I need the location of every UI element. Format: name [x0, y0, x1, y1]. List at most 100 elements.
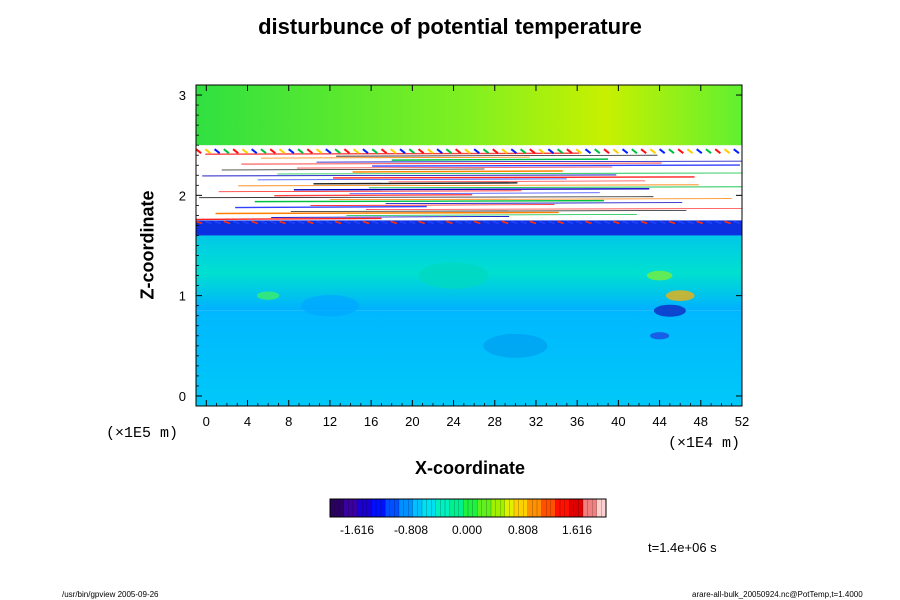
field-fringe: [631, 148, 638, 155]
field-fringe: [714, 148, 721, 155]
field-fringe: [417, 148, 425, 155]
field-fringe: [659, 220, 667, 225]
colorbar-cell: [550, 499, 556, 517]
field-fringe: [482, 148, 490, 155]
field-fringe: [232, 220, 240, 225]
field-fringe: [251, 220, 259, 225]
colorbar-cell: [366, 499, 372, 517]
field-fringe: [696, 148, 703, 155]
field-fringe: [743, 149, 748, 153]
colorbar-cell: [477, 499, 483, 517]
field-streak: [372, 164, 740, 167]
field-fringe: [325, 220, 333, 225]
field-fringe: [418, 220, 425, 225]
colorbar-cell: [380, 499, 386, 517]
field-fringe: [733, 220, 741, 225]
colorbar-cell: [564, 499, 570, 517]
field-streak: [254, 199, 604, 203]
x-tick-label: 4: [244, 414, 251, 429]
x-tick-label: 44: [652, 414, 666, 429]
field-streak: [235, 205, 427, 209]
colorbar-cell: [596, 499, 602, 517]
field-streak: [260, 156, 530, 159]
field-fringe: [427, 220, 435, 225]
field-fringe: [408, 148, 416, 155]
field-fringe: [344, 220, 351, 225]
field-fringe: [390, 148, 397, 155]
field-fringe: [510, 220, 518, 225]
field-fringe: [640, 220, 648, 225]
field-streak: [205, 152, 580, 155]
colorbar-cell: [481, 499, 487, 517]
colorbar-cell: [458, 499, 464, 517]
field-fringe: [213, 148, 221, 155]
colorbar-cell: [495, 499, 501, 517]
field-fringe: [316, 220, 323, 225]
colorbar-cell: [500, 499, 506, 517]
colorbar-cell: [449, 499, 455, 517]
colorbar-cell: [463, 499, 469, 517]
field-fringe: [278, 148, 286, 155]
colorbar-cell: [504, 499, 510, 517]
colorbar-tick-label: 0.000: [452, 523, 482, 537]
colorbar-cell: [353, 499, 358, 517]
field-blob: [256, 291, 280, 300]
field-fringe: [538, 148, 545, 155]
field-streak: [199, 196, 654, 199]
field-fringe: [603, 220, 611, 225]
field-streak: [336, 154, 658, 157]
field-fringe: [492, 148, 499, 155]
x-tick-label: 16: [364, 414, 378, 429]
field-fringe: [260, 220, 268, 225]
field-streak: [293, 188, 650, 191]
colorbar-cell: [560, 499, 565, 517]
field-fringe: [566, 220, 574, 225]
field-fringe: [594, 148, 601, 155]
colorbar-cell: [343, 499, 349, 517]
field-fringe: [650, 220, 657, 225]
x-tick-label: 32: [529, 414, 543, 429]
field-fringe: [380, 148, 388, 155]
field-streak: [349, 192, 600, 195]
footer-right: arare-all-bulk_20050924.nc@PotTemp,t=1.4…: [692, 590, 863, 599]
field-fringe: [371, 148, 378, 155]
x-tick-label: 24: [446, 414, 460, 429]
field-fringe: [436, 148, 443, 155]
field-fringe: [353, 148, 360, 155]
field-fringe: [196, 220, 203, 225]
field-fringe: [399, 148, 406, 155]
field-fringe: [362, 220, 370, 225]
colorbar-cell: [509, 499, 515, 517]
field-fringe: [269, 220, 277, 225]
field-fringe: [473, 220, 481, 225]
field-fringe: [575, 220, 583, 225]
field-fringe: [519, 148, 527, 155]
field-fringe: [205, 220, 212, 225]
colorbar-cell: [422, 499, 427, 517]
field-fringe: [473, 148, 480, 155]
field-fringe: [315, 148, 323, 155]
field-fringe: [307, 220, 314, 225]
field-fringe: [705, 148, 712, 155]
field-fringe: [668, 148, 675, 155]
field-fringe: [362, 148, 369, 155]
field-fringe: [696, 220, 704, 225]
colorbar-cell: [334, 499, 340, 517]
field-streak: [215, 211, 559, 215]
field-fringe: [269, 148, 276, 155]
field-fringe: [334, 220, 342, 225]
field-fringe: [288, 220, 296, 225]
x-tick-label: 28: [488, 414, 502, 429]
field-fringe: [631, 220, 639, 225]
field-streak: [385, 202, 683, 205]
field-fringe: [714, 220, 722, 225]
x-tick-label: 8: [285, 414, 292, 429]
colorbar-cell: [583, 499, 588, 517]
field-fringe: [612, 220, 620, 225]
field-streak: [218, 190, 522, 193]
x-axis: 0 4 8 12 16 20 24 28 32 36 40 44 48 52: [195, 85, 749, 429]
colorbar-cell: [394, 499, 400, 517]
field-fringe: [677, 220, 685, 225]
heatmap-field: [196, 85, 748, 406]
